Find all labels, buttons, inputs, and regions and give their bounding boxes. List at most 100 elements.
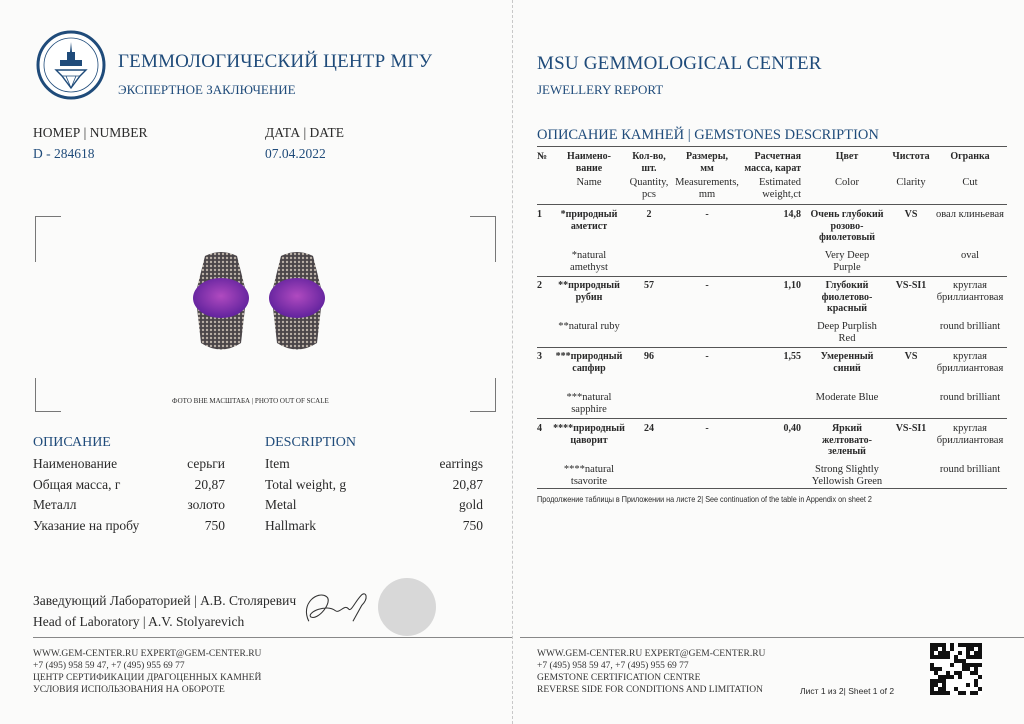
table-cell-color: Очень глубокий розово- фиолетовый	[810, 209, 884, 243]
footer-line: WWW.GEM-CENTER.RU EXPERT@GEM-CENTER.RU	[537, 649, 766, 659]
table-cell-weight: Estimated weight,ct	[759, 177, 801, 200]
table-cell-name: **природный рубин	[558, 280, 620, 303]
table-cell-cut: овал клиньевая	[935, 209, 1005, 220]
table-cell-meas: -	[705, 209, 709, 220]
table-cell-name: ****природный цаворит	[553, 423, 625, 446]
description-value: earrings	[439, 456, 483, 471]
qr-code[interactable]	[930, 643, 982, 695]
page-fold	[512, 0, 513, 724]
description-value: 750	[462, 517, 483, 533]
doc-type-ru: ЭКСПЕРТНОЕ ЗАКЛЮЧЕНИЕ	[118, 82, 296, 97]
table-divider	[537, 488, 1007, 489]
doc-type-en: JEWELLERY REPORT	[537, 82, 664, 97]
date-label: ДАТА | DATE	[265, 125, 345, 140]
table-cell-cut: round brilliant	[939, 464, 1001, 475]
table-cell-meas: -	[705, 351, 709, 362]
table-divider	[537, 204, 1007, 205]
table-divider	[537, 347, 1007, 348]
table-cell-num: 2	[537, 280, 542, 291]
table-title: ОПИСАНИЕ КАМНЕЙ | GEMSTONES DESCRIPTION	[537, 127, 879, 143]
description-value: gold	[458, 497, 483, 512]
table-cell-name: Name	[576, 177, 602, 188]
table-cell-meas: -	[705, 280, 709, 291]
signature	[306, 593, 367, 622]
number-value: D - 284618	[33, 146, 95, 161]
table-cell-weight: 1,55	[783, 351, 802, 362]
head-of-lab-ru: Заведующий Лабораторией | А.В. Столяреви…	[33, 593, 297, 608]
table-cell-cut: Cut	[962, 177, 978, 188]
description-label: Metal	[265, 497, 297, 512]
table-cell-clarity: VS-SI1	[895, 423, 927, 434]
table-cell-color: Moderate Blue	[815, 392, 879, 403]
table-cell-qty: Quantity, pcs	[629, 177, 669, 200]
table-cell-clarity: VS	[904, 209, 918, 220]
description-ru-title: ОПИСАНИЕ	[33, 435, 111, 450]
description-value: 750	[204, 517, 225, 533]
table-cell-num: 3	[537, 351, 542, 362]
footer-line: +7 (495) 958 59 47, +7 (495) 955 69 77	[33, 661, 185, 671]
table-divider	[537, 276, 1007, 277]
msu-logo	[36, 30, 106, 100]
continuation-note: Продолжение таблицы в Приложении на лист…	[537, 494, 872, 504]
table-cell-clarity: Clarity	[896, 177, 926, 188]
description-value: серьги	[187, 456, 225, 471]
footer-line: ЦЕНТР СЕРТИФИКАЦИИ ДРАГОЦЕННЫХ КАМНЕЙ	[33, 673, 262, 683]
description-value: 20,87	[194, 476, 225, 492]
description-label: Указание на пробу	[33, 517, 140, 533]
head-of-lab-en: Head of Laboratory | A.V. Stolyarevich	[33, 614, 245, 629]
table-cell-name: *природный аметист	[560, 209, 618, 232]
table-cell-clarity: VS-SI1	[895, 280, 927, 291]
table-cell-qty: Кол-во, шт.	[632, 151, 666, 174]
photo-frame-tr	[470, 216, 496, 262]
date-value: 07.04.2022	[265, 146, 326, 161]
description-label: Общая масса, г	[33, 476, 121, 492]
table-cell-cut: круглая бриллиантовая	[936, 423, 1004, 446]
table-cell-cut: round brilliant	[939, 321, 1001, 332]
table-cell-name: ****natural tsavorite	[563, 464, 615, 487]
table-cell-qty: 2	[646, 209, 652, 220]
org-name-en: MSU GEMMOLOGICAL CENTER	[537, 53, 822, 74]
table-cell-meas: Размеры, мм	[685, 151, 729, 174]
table-cell-color: Very Deep Purple	[824, 250, 870, 273]
table-cell-num: 4	[537, 423, 542, 434]
photo-frame-tl	[35, 216, 61, 262]
table-cell-color: Цвет	[835, 151, 859, 162]
table-cell-name: *natural amethyst	[570, 250, 608, 273]
table-cell-name: **natural ruby	[558, 321, 620, 332]
org-name-ru: ГЕММОЛОГИЧЕСКИЙ ЦЕНТР МГУ	[118, 51, 433, 72]
table-cell-num: 1	[537, 209, 542, 220]
table-cell-color: Deep Purplish Red	[817, 321, 877, 344]
table-cell-color: Strong Slightly Yellowish Green	[811, 464, 883, 487]
table-cell-clarity: VS	[904, 351, 918, 362]
table-divider	[537, 418, 1007, 419]
description-value: золото	[187, 497, 225, 512]
description-value: 20,87	[452, 476, 483, 492]
footer-line: WWW.GEM-CENTER.RU EXPERT@GEM-CENTER.RU	[33, 649, 262, 659]
footer-line: GEMSTONE CERTIFICATION CENTRE	[537, 673, 701, 683]
footer-line: +7 (495) 958 59 47, +7 (495) 955 69 77	[537, 661, 689, 671]
footer-line: УСЛОВИЯ ИСПОЛЬЗОВАНИЯ НА ОБОРОТЕ	[33, 685, 225, 695]
photo-caption: ФОТО ВНЕ МАСШТАБА | PHOTO OUT OF SCALE	[172, 397, 329, 405]
description-label: Металл	[33, 497, 77, 512]
table-cell-cut: круглая бриллиантовая	[936, 351, 1004, 374]
table-cell-qty: 96	[644, 351, 654, 362]
table-cell-color: Яркий желтовато- зеленый	[822, 423, 872, 457]
table-cell-weight: Расчетная масса, карат	[744, 151, 801, 174]
table-cell-cut: round brilliant	[939, 392, 1001, 403]
table-cell-weight: 1,10	[783, 280, 802, 291]
table-cell-weight: 0,40	[783, 423, 802, 434]
table-cell-cut: oval	[960, 250, 980, 261]
sheet-number: Лист 1 из 2| Sheet 1 of 2	[800, 686, 895, 696]
table-cell-color: Умеренный синий	[820, 351, 874, 374]
table-cell-color: Color	[835, 177, 859, 188]
table-cell-num: №	[537, 151, 548, 162]
description-label: Total weight, g	[265, 476, 347, 492]
footer-line: REVERSE SIDE FOR CONDITIONS AND LIMITATI…	[537, 685, 763, 695]
table-cell-name: Наимено- вание	[567, 151, 611, 174]
table-cell-meas: Measurements, mm	[675, 177, 739, 200]
photo-frame-br	[470, 378, 496, 412]
description-label: Наименование	[33, 456, 118, 471]
earrings-photo	[193, 252, 325, 350]
table-cell-qty: 57	[644, 280, 654, 291]
table-cell-clarity: Чистота	[892, 151, 930, 162]
